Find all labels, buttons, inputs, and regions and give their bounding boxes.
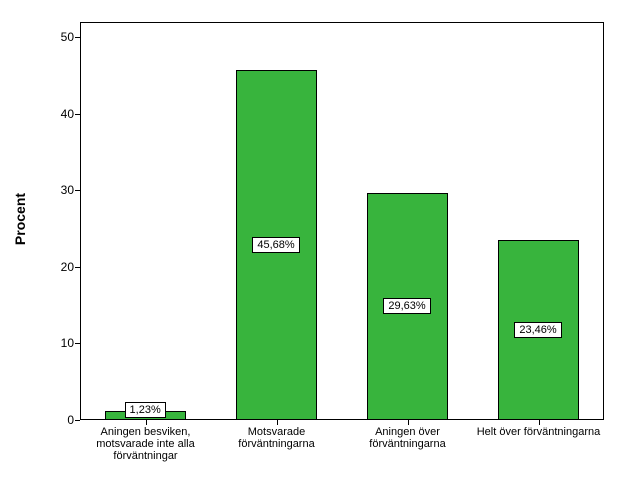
y-tick-label: 0 (44, 413, 74, 427)
x-category-label: Aningen över förväntningarna (345, 426, 470, 450)
y-tick-label: 40 (44, 107, 74, 121)
y-tick-mark (75, 190, 80, 191)
y-tick-label: 20 (44, 260, 74, 274)
x-category-label: Aningen besviken, motsvarade inte alla f… (83, 426, 208, 462)
y-tick-mark (75, 343, 80, 344)
x-tick-mark (539, 420, 540, 425)
bar-value-label: 29,63% (383, 298, 430, 314)
bar-value-label: 45,68% (252, 237, 299, 253)
bar-value-label: 23,46% (514, 322, 561, 338)
y-tick-label: 30 (44, 183, 74, 197)
x-tick-mark (146, 420, 147, 425)
x-tick-mark (408, 420, 409, 425)
y-tick-mark (75, 267, 80, 268)
y-axis-label: Procent (12, 169, 28, 269)
y-tick-mark (75, 114, 80, 115)
bar-chart: Procent 0 10 20 30 40 50 1,23% Aningen besviken… (0, 0, 626, 501)
y-tick-label: 10 (44, 336, 74, 350)
x-tick-mark (277, 420, 278, 425)
y-tick-label: 50 (44, 30, 74, 44)
y-tick-mark (75, 420, 80, 421)
x-category-label: Helt över förväntningarna (476, 426, 601, 438)
x-category-label: Motsvarade förväntningarna (214, 426, 339, 450)
bar-value-label: 1,23% (125, 402, 166, 418)
y-tick-mark (75, 37, 80, 38)
